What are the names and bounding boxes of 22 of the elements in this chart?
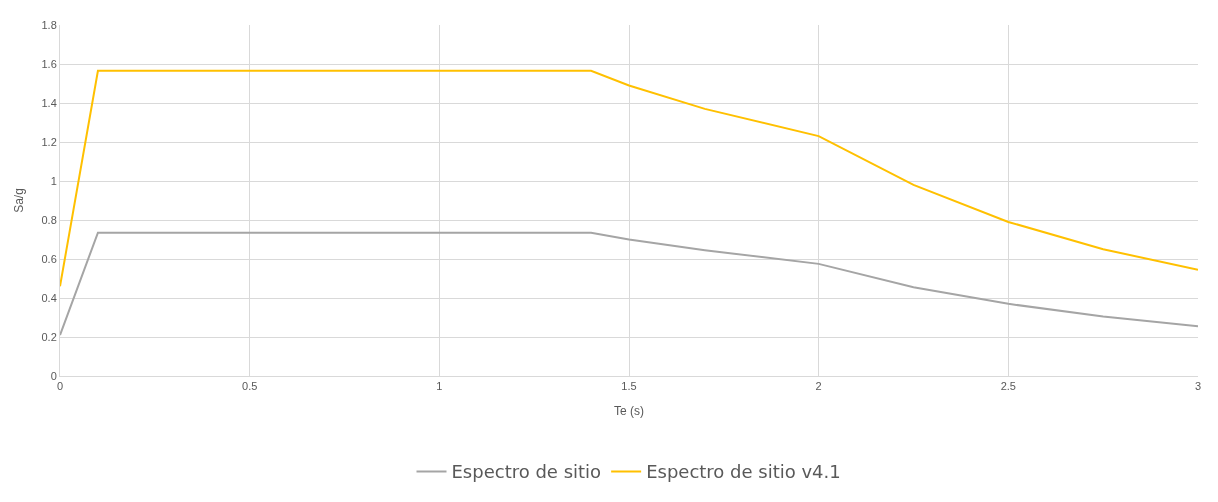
x-tick-label: 1.5 xyxy=(621,380,637,393)
y-tick-label: 0 xyxy=(50,369,57,382)
y-tick-label: 0.2 xyxy=(41,330,57,343)
y-tick-label: 1 xyxy=(50,174,57,187)
x-tick-label: 2 xyxy=(815,380,822,393)
y-tick-label: 0.8 xyxy=(41,213,57,226)
legend-label: Espectro de sitio v4.1 xyxy=(646,461,841,483)
y-tick-label: 1.8 xyxy=(41,18,57,31)
y-tick-label: 1.2 xyxy=(41,135,57,148)
y-axis-title: Sa/g xyxy=(11,188,26,213)
y-tick-label: 1.4 xyxy=(41,96,57,109)
line-series xyxy=(60,231,1198,337)
x-tick-label: 0.5 xyxy=(242,380,258,393)
x-axis-title: Te (s) xyxy=(614,404,644,419)
x-tick-label: 1 xyxy=(436,380,443,393)
x-tick-label: 3 xyxy=(1194,380,1202,393)
legend-label: Espectro de sitio xyxy=(451,461,602,483)
y-tick-label: 1.6 xyxy=(41,57,57,70)
y-tick-label: 0.4 xyxy=(41,291,57,304)
y-tick-label: 0.6 xyxy=(41,252,57,265)
x-tick-label: 2.5 xyxy=(1000,380,1016,393)
line-series xyxy=(60,69,1198,288)
